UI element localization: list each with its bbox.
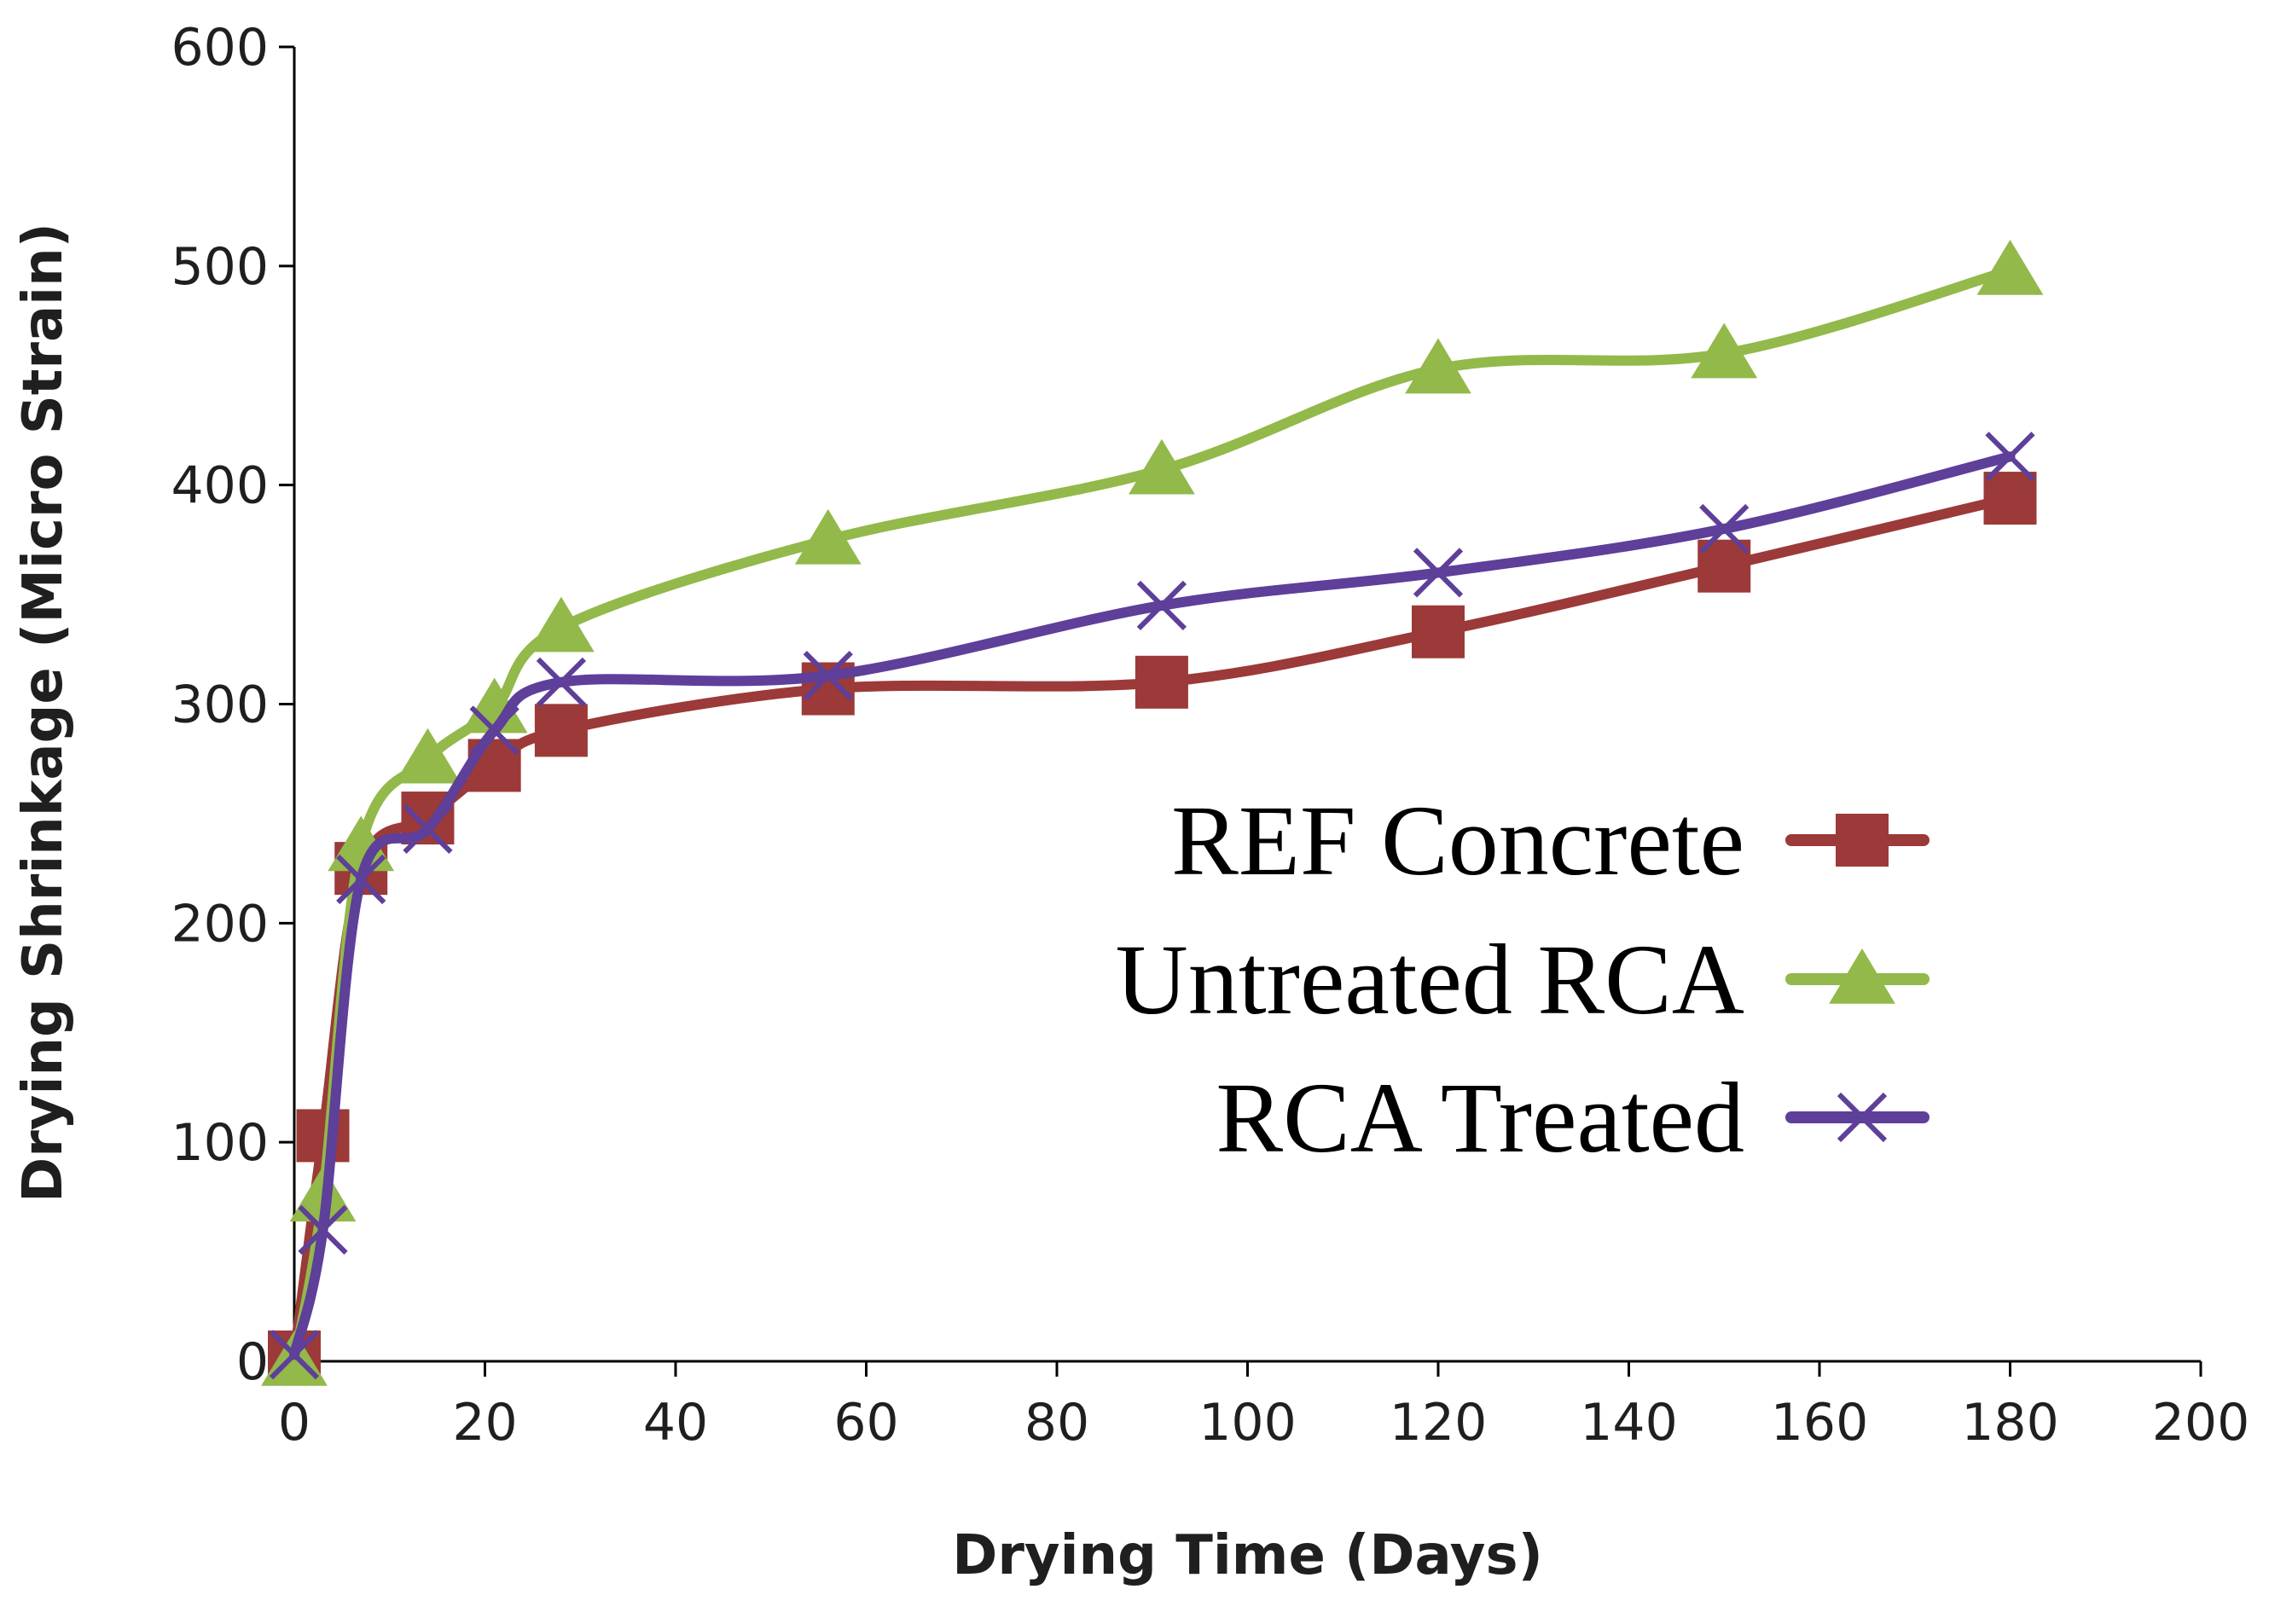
legend-label: Untreated RCA [1116,924,1744,1035]
untreated-rca-marker [1976,239,2044,295]
y-tick-label: 400 [171,456,269,516]
x-tick-label: 20 [452,1393,517,1453]
legend: REF Concrete Untreated RCA RCA Treated [1116,785,1930,1174]
x-tick-label: 180 [1961,1393,2059,1453]
untreated-rca-line [289,264,2016,1366]
legend-ref-concrete-marker [1836,814,1889,867]
legend-rca-treated-marker [1837,1092,1888,1143]
untreated-rca-marker [1691,322,1758,379]
x-tick-label: 100 [1198,1393,1297,1453]
y-tick-label: 500 [171,237,269,297]
y-tick-label: 200 [171,894,269,954]
rca-treated-marker [536,657,587,707]
ref-concrete-marker [1983,472,2037,525]
rca-treated-marker [1413,548,1464,598]
rca-treated-marker [1699,503,1750,554]
untreated-rca-marker [1129,438,1195,495]
x-tick-label: 0 [278,1393,310,1453]
x-tick-label: 120 [1390,1393,1488,1453]
rca-treated-marker [269,1330,320,1380]
y-tick-label: 600 [171,18,269,78]
x-tick-label: 40 [643,1393,708,1453]
untreated-rca-marker [528,596,595,652]
untreated-rca-marker [461,677,528,734]
plot-series [261,239,2044,1386]
rca-treated-marker [1136,580,1187,631]
untreated-rca-marker [1405,338,1471,394]
x-tick-label: 200 [2152,1393,2250,1453]
x-tick-label: 60 [833,1393,898,1453]
untreated-rca-marker [328,815,395,872]
rca-treated-marker [803,650,853,701]
rca-treated-line [289,451,2016,1360]
rca-treated-marker [469,705,519,756]
series-untreated-rca [261,239,2044,1386]
x-tick-label: 160 [1771,1393,1869,1453]
legend-untreated-rca-marker [1829,948,1895,1004]
legend-label: REF Concrete [1171,785,1744,896]
ref-concrete-marker [534,704,588,757]
y-tick-label: 300 [171,676,269,735]
ref-concrete-marker [1412,605,1465,658]
x-ticks: 0 20 40 60 80 100 120 140 160 180 200 [278,1361,2249,1453]
rca-treated-marker [336,854,386,905]
rca-treated-marker [1985,432,2035,482]
ref-concrete-marker [1134,655,1188,709]
y-axis-title: Drying Shrinkage (Micro Strain) [12,223,75,1203]
x-tick-label: 80 [1024,1393,1089,1453]
rca-treated-marker [403,803,453,855]
untreated-rca-marker [794,508,862,565]
y-tick-label: 0 [236,1332,269,1392]
y-ticks: 0 100 200 300 400 500 600 [171,18,294,1392]
series-rca-treated [269,432,2035,1380]
y-tick-label: 100 [171,1113,269,1173]
rca-treated-marker [298,1204,348,1256]
x-axis-title: Drying Time (Days) [952,1524,1543,1587]
untreated-rca-marker [394,728,461,784]
legend-label: RCA Treated [1216,1062,1744,1174]
x-tick-label: 140 [1580,1393,1678,1453]
